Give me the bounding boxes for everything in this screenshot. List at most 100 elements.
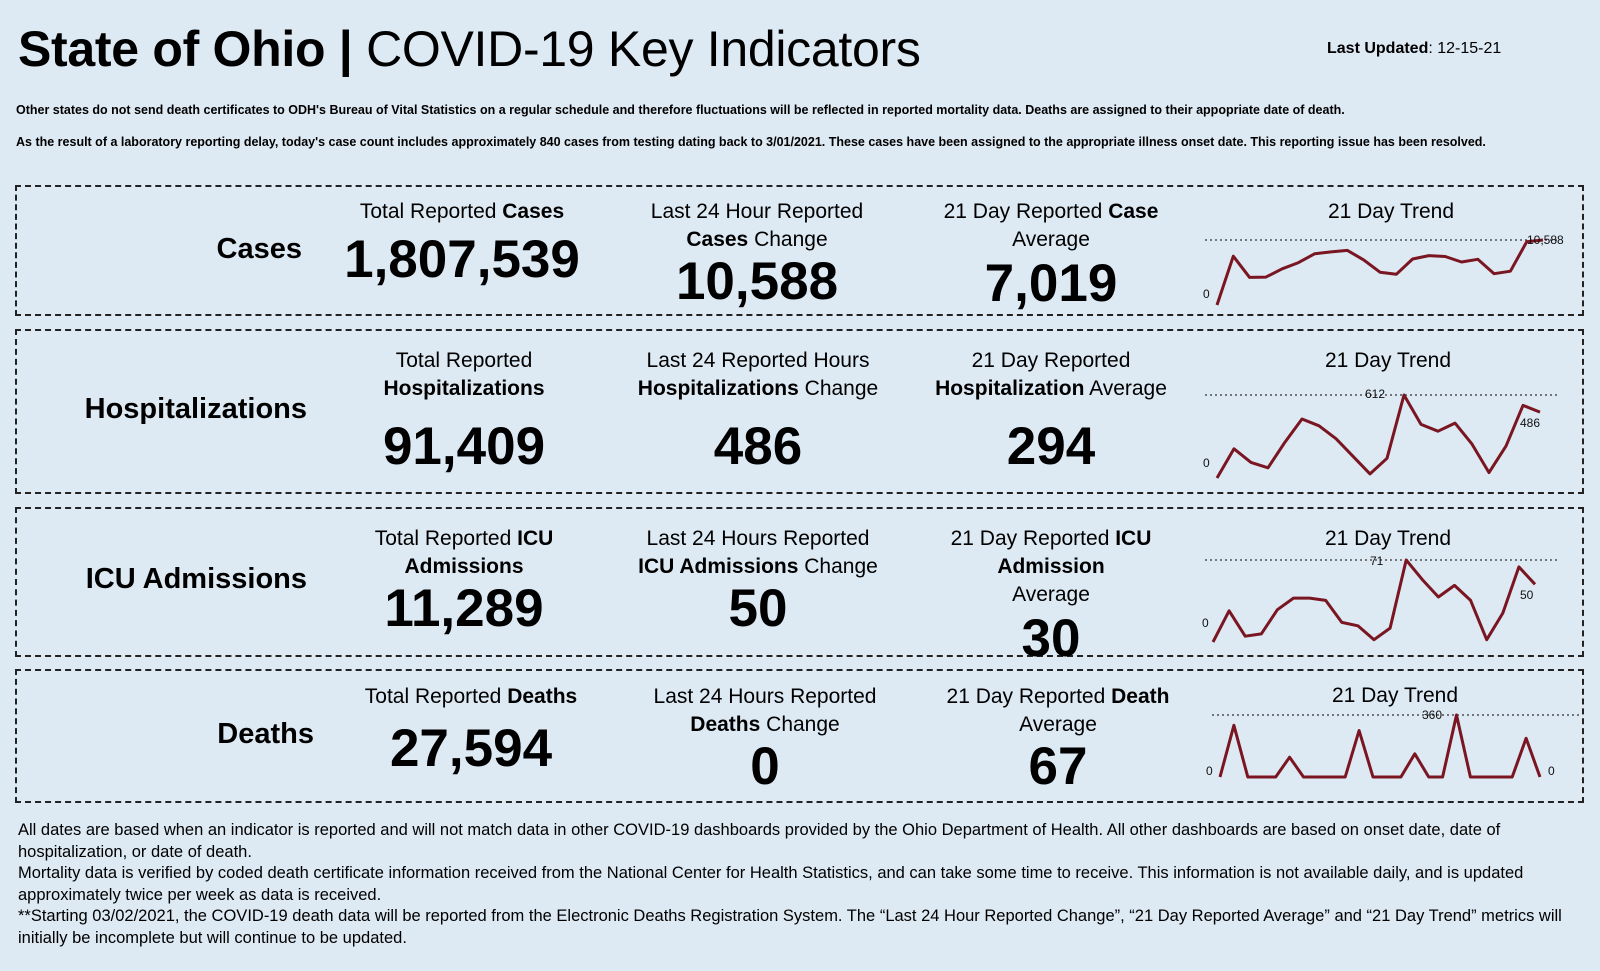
trend-line: [1215, 393, 1541, 479]
last-updated-value: : 12-15-21: [1428, 40, 1502, 57]
trend-title-deaths: 21 Day Trend: [1331, 684, 1459, 707]
label-bold: ICU Admissions: [638, 555, 799, 578]
metric-value: 294: [1006, 417, 1096, 476]
metric-label: Total Reported Deaths: [326, 683, 616, 711]
max-value-label: 71: [1370, 554, 1384, 568]
panel-deaths: [15, 669, 1584, 803]
metric-value: 10,588: [675, 252, 839, 311]
axis-zero-label: 0: [1202, 616, 1209, 630]
label-text: Average: [1019, 713, 1097, 736]
last-updated: Last Updated: 12-15-21: [1327, 40, 1501, 58]
metric-label: 21 Day Reported Case Average: [906, 198, 1196, 254]
trend-chart-icu: 0 71 50: [1202, 554, 1560, 643]
metric-value: 27,594: [389, 719, 553, 778]
axis-zero-label: 0: [1206, 764, 1213, 778]
label-text: Total Reported: [395, 349, 533, 372]
max-value-label: 360: [1422, 708, 1442, 722]
row-label-deaths: Deaths: [217, 718, 314, 750]
trend-line: [1215, 238, 1544, 306]
trend-title-cases: 21 Day Trend: [1327, 200, 1455, 223]
metric-value: 91,409: [382, 417, 546, 476]
last-updated-label: Last Updated: [1327, 40, 1429, 57]
trend-chart-deaths: 0 360 0: [1206, 708, 1582, 779]
label-bold: Hospitalizations: [383, 377, 545, 400]
metric-label: Last 24 Hours Reported Deaths Change: [600, 683, 930, 739]
label-bold: Hospitalizations: [637, 377, 799, 400]
last-value-label: 0: [1548, 764, 1555, 778]
note-deaths: Other states do not send death certifica…: [16, 103, 1345, 117]
footer-note-mortality: Mortality data is verified by coded deat…: [18, 864, 1524, 904]
metric-value: 1,807,539: [344, 230, 580, 289]
metric-value: 30: [1021, 609, 1081, 668]
panel-hospitalizations: [15, 329, 1584, 494]
footer-note-dates: All dates are based when an indicator is…: [18, 821, 1501, 861]
metric-avg-deaths: 21 Day Reported Death Average 67: [913, 683, 1203, 797]
trend-title-icu: 21 Day Trend: [1324, 527, 1452, 550]
label-bold: Hospitalization: [935, 377, 1085, 400]
page-title: State of Ohio | COVID-19 Key Indicators: [18, 20, 921, 78]
metric-value: 0: [750, 737, 780, 796]
label-text: Last 24 Reported Hours: [646, 349, 870, 372]
label-text: Last 24 Hour Reported: [650, 200, 864, 223]
label-text: 21 Day Reported: [950, 527, 1116, 550]
metric-label: Total Reported ICU Admissions: [319, 525, 609, 581]
metric-label: Total Reported Hospitalizations: [319, 347, 609, 403]
label-text: 21 Day Reported: [946, 685, 1112, 708]
axis-zero-label: 0: [1203, 456, 1210, 470]
trend-chart-cases: 0 10,588: [1203, 233, 1564, 306]
metric-label: Last 24 Hour Reported Cases Change: [612, 198, 902, 254]
label-bold: Deaths: [690, 713, 761, 736]
row-label-cases: Cases: [216, 233, 302, 265]
last-value-label: 486: [1520, 416, 1540, 430]
metric-24h-cases: Last 24 Hour Reported Cases Change 10,58…: [612, 198, 902, 312]
label-text: Change: [760, 713, 840, 736]
footer-note-edrs: **Starting 03/02/2021, the COVID-19 deat…: [18, 907, 1562, 947]
metric-avg-cases: 21 Day Reported Case Average 7,019: [906, 198, 1196, 314]
panel-cases: [15, 185, 1584, 316]
last-value-label: 50: [1520, 588, 1534, 602]
label-bold: Case: [1108, 200, 1159, 223]
row-label-icu: ICU Admissions: [85, 563, 307, 595]
metric-value: 67: [1028, 737, 1088, 796]
label-text: Average: [1012, 228, 1090, 251]
metric-total-deaths: Total Reported Deaths 27,594: [326, 683, 616, 779]
label-bold: Death: [1111, 685, 1170, 708]
metric-label: 21 Day Reported ICU Admission Average: [906, 525, 1196, 609]
metric-24h-icu: Last 24 Hours Reported ICU Admissions Ch…: [593, 525, 923, 639]
metric-total-icu: Total Reported ICU Admissions 11,289: [319, 525, 609, 639]
label-text: Total Reported: [359, 200, 503, 223]
label-text: Change: [748, 228, 828, 251]
metric-value: 11,289: [384, 579, 544, 638]
label-text: 21 Day Reported: [971, 349, 1131, 372]
note-lab-delay: As the result of a laboratory reporting …: [16, 135, 1486, 149]
metric-label: 21 Day Reported Death Average: [913, 683, 1203, 739]
label-text: Last 24 Hours Reported: [646, 527, 870, 550]
label-bold: ICU Admission: [997, 527, 1152, 578]
metric-total-hosp: Total Reported Hospitalizations 91,409: [319, 347, 609, 477]
trend-line: [1218, 713, 1542, 779]
trend-chart-hosp: 0 612 486: [1203, 387, 1560, 479]
label-text: Average: [1012, 583, 1090, 606]
metric-24h-deaths: Last 24 Hours Reported Deaths Change 0: [600, 683, 930, 797]
label-text: Last 24 Hours Reported: [653, 685, 877, 708]
metric-24h-hosp: Last 24 Reported Hours Hospitalizations …: [583, 347, 933, 477]
label-text: Total Reported: [364, 685, 508, 708]
metric-label: 21 Day Reported Hospitalization Average: [891, 347, 1211, 403]
metric-value: 486: [713, 417, 803, 476]
trend-title-hosp: 21 Day Trend: [1324, 349, 1452, 372]
axis-zero-label: 0: [1203, 287, 1210, 301]
metric-label: Total Reported Cases: [317, 198, 607, 226]
metric-value: 50: [728, 579, 788, 638]
label-bold: ICU Admissions: [404, 527, 554, 578]
title-state: State of Ohio |: [18, 21, 353, 77]
label-bold: Cases: [502, 200, 565, 223]
trend-line: [1211, 558, 1537, 643]
label-bold: Cases: [686, 228, 749, 251]
panel-icu: [15, 507, 1584, 657]
label-text: 21 Day Reported: [943, 200, 1109, 223]
metric-total-cases: Total Reported Cases 1,807,539: [317, 198, 607, 290]
metric-value: 7,019: [984, 254, 1118, 313]
title-subject: COVID-19 Key Indicators: [352, 21, 921, 77]
max-value-label: 10,588: [1527, 233, 1564, 247]
footer-notes: All dates are based when an indicator is…: [18, 820, 1588, 949]
